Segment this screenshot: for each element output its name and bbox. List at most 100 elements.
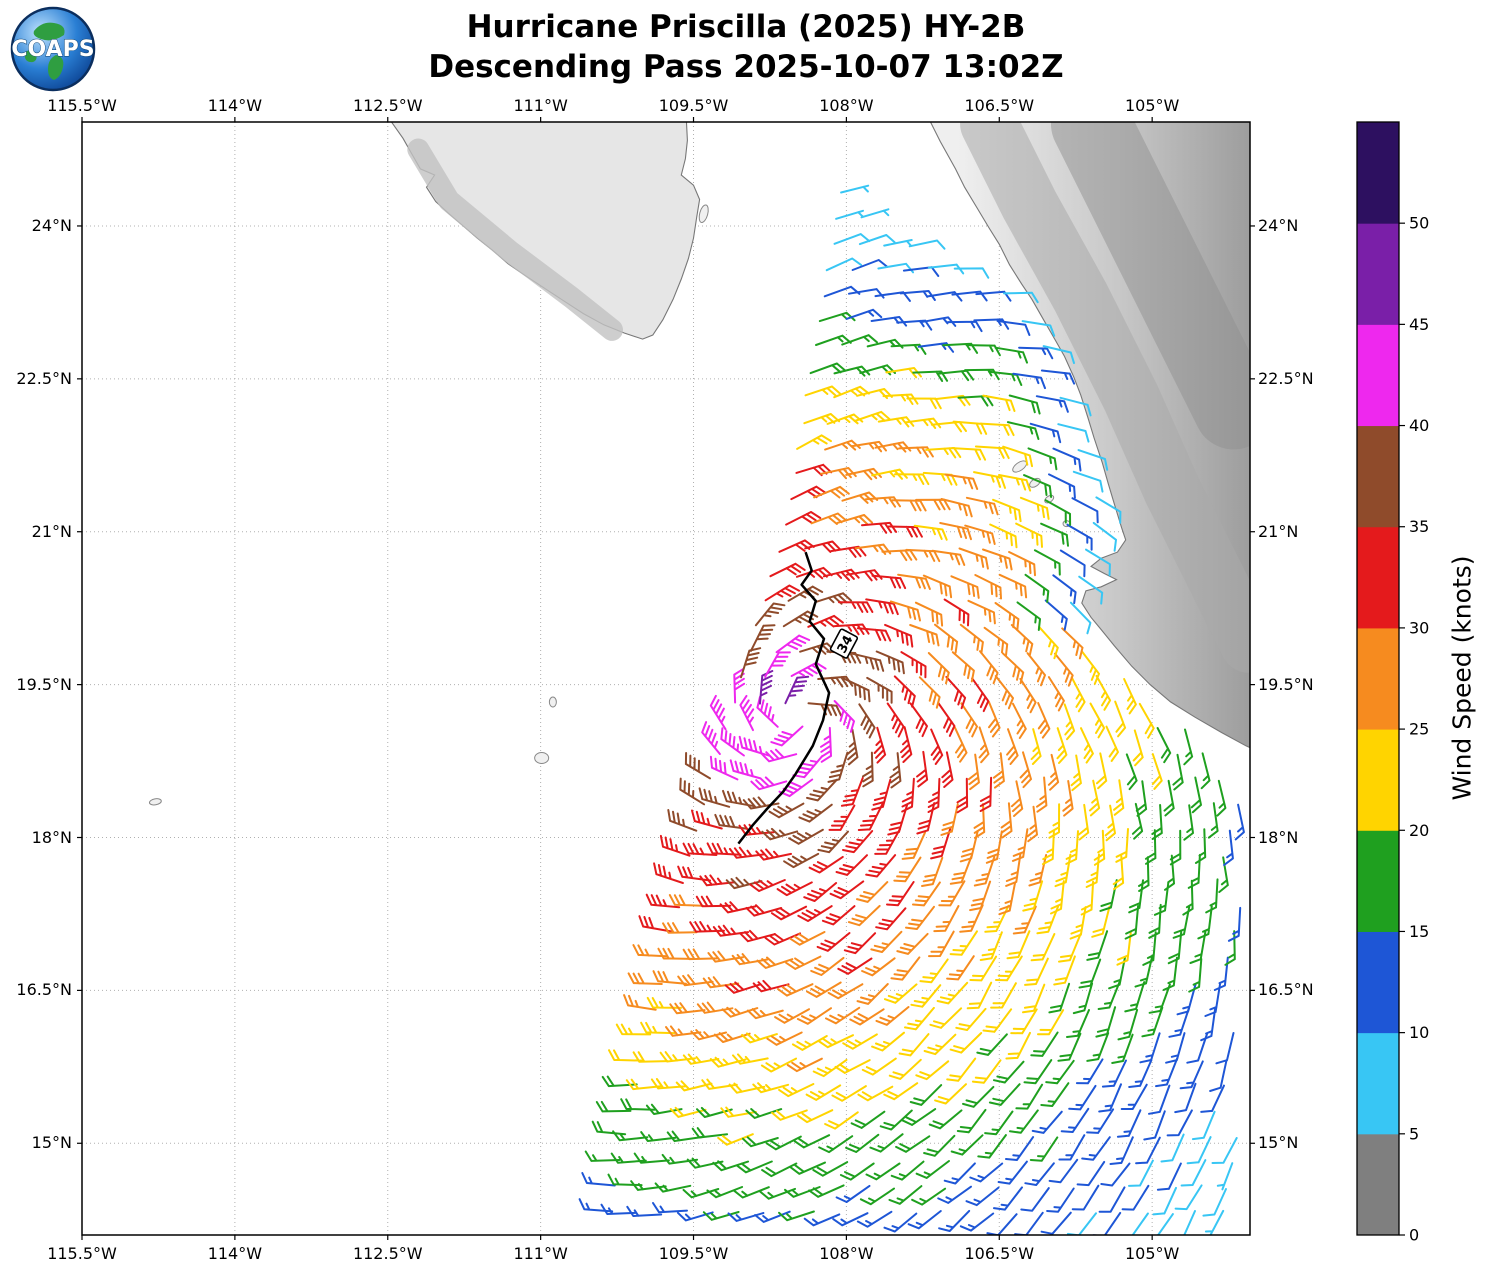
wind-barb [973, 471, 1006, 489]
wind-barb [817, 830, 849, 854]
colorbar-tick-label: 40 [1409, 416, 1429, 435]
lon-tick-label-bottom: 115.5°W [47, 1244, 117, 1263]
wind-barb [654, 1182, 692, 1193]
wind-barb [733, 667, 746, 704]
wind-barb [875, 907, 907, 931]
wind-barb [778, 1083, 815, 1098]
wind-barb [1028, 854, 1048, 887]
wind-barb [1121, 1184, 1150, 1211]
wind-barb [1213, 956, 1229, 991]
wind-barb [894, 473, 930, 486]
wind-barb [936, 981, 969, 1005]
wind-barb [1080, 880, 1095, 916]
island [534, 752, 550, 764]
wind-barb [856, 627, 892, 642]
wind-barb [828, 804, 856, 831]
wind-barb [591, 1120, 627, 1136]
wind-barb [1010, 1008, 1038, 1035]
wind-barb [830, 545, 867, 558]
wind-barb [913, 524, 948, 541]
wind-barb [998, 573, 1028, 599]
wind-barb [1069, 906, 1087, 940]
wind-barb [982, 1008, 1013, 1033]
wind-barb [834, 1059, 871, 1074]
wind-barb [947, 320, 983, 333]
wind-barb [866, 676, 893, 704]
wind-barb [1111, 1033, 1134, 1064]
wind-barb [974, 574, 1002, 600]
wind-barb [879, 1109, 913, 1131]
wind-barb [667, 809, 698, 832]
wind-barb [988, 1083, 1021, 1106]
wind-barb [919, 958, 949, 984]
wind-barb [946, 1057, 977, 1082]
colorbar: 0 5 10 15 20 25 30 35 40 45 50 [1356, 121, 1429, 1241]
wind-barb [740, 647, 762, 679]
wind-barb [795, 463, 833, 477]
lat-tick-label-right: 19.5°N [1258, 674, 1314, 694]
wind-barb [1093, 829, 1106, 866]
wind-barb [969, 955, 998, 982]
wind-barb [804, 385, 842, 397]
wind-barb [1030, 1031, 1059, 1057]
wind-barb [1057, 1032, 1082, 1062]
wind-barb [827, 983, 864, 1000]
wind-barb [960, 702, 978, 738]
wind-barb [766, 1031, 803, 1046]
wind-barb [861, 521, 898, 534]
wind-barb [1026, 805, 1038, 843]
wind-barb [856, 881, 889, 903]
wind-barb [1125, 753, 1138, 791]
wind-barb [959, 830, 979, 863]
wind-barb [702, 1211, 740, 1221]
wind-barb [1019, 496, 1050, 520]
wind-barb [1183, 804, 1194, 841]
wind-barb [845, 467, 882, 481]
wind-barb [1081, 1136, 1111, 1161]
wind-barb [953, 726, 968, 763]
wind-barb [884, 983, 918, 1004]
wind-barb [895, 1135, 931, 1153]
wind-barb [770, 905, 808, 921]
wind-barb [901, 1108, 937, 1126]
wind-barb [1078, 958, 1102, 989]
wind-barb [783, 852, 820, 869]
wind-barb [1048, 473, 1076, 499]
wind-barb [959, 904, 984, 933]
wind-barb [820, 467, 857, 480]
wind-barb [1115, 828, 1129, 863]
lat-tick-label-left: 19.5°N [16, 674, 72, 694]
wind-barb [793, 1134, 831, 1149]
colorbar-segment [1357, 1133, 1399, 1236]
wind-barb [792, 754, 824, 779]
wind-barb [696, 1106, 733, 1118]
wind-barb [1030, 933, 1056, 962]
wind-barb [1164, 854, 1175, 891]
wind-barb [1052, 447, 1082, 472]
wind-barb [848, 288, 885, 299]
wind-barb [930, 728, 944, 765]
wind-barb [1085, 853, 1100, 888]
wind-barb [1021, 320, 1056, 337]
wind-barb [842, 1033, 878, 1050]
wind-barb [1165, 1032, 1186, 1064]
wind-barb [937, 1185, 972, 1204]
wind-barb [698, 787, 731, 808]
wind-barb [1162, 956, 1178, 991]
wind-barb [796, 1007, 832, 1025]
land-terrain [148, 122, 1250, 806]
wind-barb [1005, 1136, 1035, 1161]
wind-barb [720, 1106, 757, 1118]
wind-barb [976, 1033, 1008, 1056]
wind-barb [871, 778, 892, 811]
wind-barb [915, 1060, 950, 1081]
wind-barb [901, 777, 915, 813]
wind-barb [838, 601, 874, 613]
wind-barb [652, 970, 687, 985]
wind-barb [856, 1210, 893, 1228]
wind-barb [627, 972, 663, 985]
coaps-logo: COAPS [10, 6, 96, 92]
wind-barb [994, 602, 1020, 632]
wind-barb [1053, 955, 1076, 986]
wind-barb [1088, 779, 1101, 817]
